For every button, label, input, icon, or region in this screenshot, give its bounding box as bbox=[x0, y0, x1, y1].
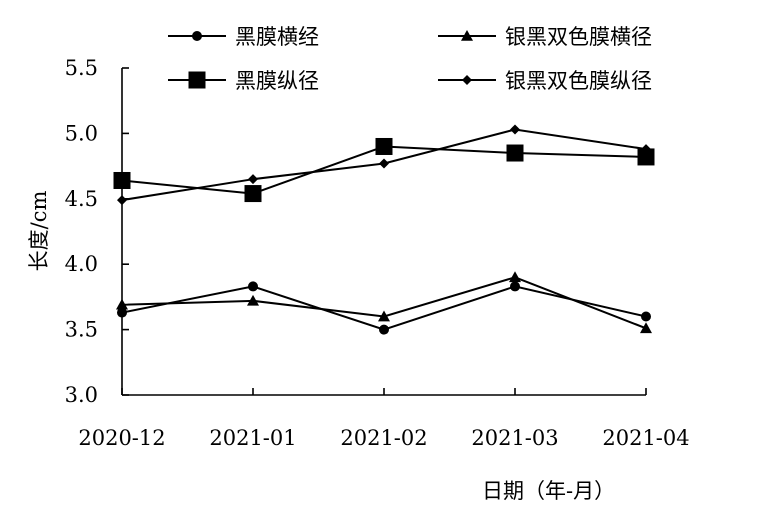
y-tick-label: 3.0 bbox=[65, 383, 98, 407]
data-point bbox=[244, 185, 262, 203]
plot-area bbox=[113, 124, 655, 335]
data-point bbox=[247, 294, 259, 306]
y-tick-label: 5.5 bbox=[65, 56, 98, 80]
legend-label: 黑膜横经 bbox=[235, 25, 319, 49]
y-tick-label: 5.0 bbox=[65, 121, 98, 145]
x-tick-label: 2020-12 bbox=[78, 426, 165, 450]
legend-marker bbox=[461, 30, 473, 41]
data-point bbox=[506, 144, 524, 162]
data-point bbox=[248, 174, 258, 185]
x-ticks: 2020-12 2021-01 2021-02 2021-03 2021-04 bbox=[78, 388, 690, 450]
axes bbox=[121, 68, 646, 396]
data-point bbox=[113, 171, 131, 189]
legend-label: 黑膜纵径 bbox=[235, 69, 319, 93]
legend-marker bbox=[192, 31, 202, 41]
series-0 bbox=[117, 281, 651, 335]
x-tick-label: 2021-04 bbox=[602, 426, 689, 450]
data-point bbox=[248, 281, 258, 292]
series-1 bbox=[116, 271, 652, 334]
legend-label: 银黑双色膜纵径 bbox=[505, 69, 652, 93]
data-point bbox=[117, 195, 127, 206]
x-tick-label: 2021-01 bbox=[209, 426, 296, 450]
x-axis-title: 日期（年-月） bbox=[482, 479, 615, 503]
y-tick-label: 4.0 bbox=[65, 252, 98, 276]
legend-marker bbox=[462, 75, 472, 85]
data-point bbox=[116, 298, 128, 310]
data-point bbox=[640, 322, 652, 334]
y-tick-label: 4.5 bbox=[65, 187, 98, 211]
data-point bbox=[510, 281, 520, 292]
data-point bbox=[510, 124, 520, 135]
data-point bbox=[379, 324, 389, 335]
series-line bbox=[121, 285, 647, 331]
series-3 bbox=[117, 124, 651, 206]
data-point bbox=[641, 311, 651, 322]
data-point bbox=[375, 137, 393, 155]
y-tick-label: 3.5 bbox=[65, 318, 98, 342]
data-point bbox=[378, 310, 390, 322]
data-point bbox=[641, 144, 651, 155]
data-point bbox=[509, 271, 521, 283]
legend-label: 银黑双色膜横径 bbox=[505, 25, 652, 49]
legend-item: 黑膜纵径 bbox=[168, 69, 319, 93]
y-ticks: 3.0 3.5 4.0 4.5 5.0 5.5 bbox=[65, 56, 129, 407]
y-axis-title: 长度/cm bbox=[27, 191, 51, 272]
legend-item: 银黑双色膜纵径 bbox=[438, 69, 652, 93]
x-tick-label: 2021-03 bbox=[471, 426, 558, 450]
legend-item: 银黑双色膜横径 bbox=[438, 25, 652, 49]
legend-item: 黑膜横经 bbox=[168, 25, 319, 49]
x-tick-label: 2021-02 bbox=[340, 426, 427, 450]
legend-marker bbox=[188, 71, 206, 89]
series-2 bbox=[113, 137, 655, 203]
data-point bbox=[117, 307, 127, 318]
data-point bbox=[379, 158, 389, 169]
data-point bbox=[637, 148, 655, 166]
